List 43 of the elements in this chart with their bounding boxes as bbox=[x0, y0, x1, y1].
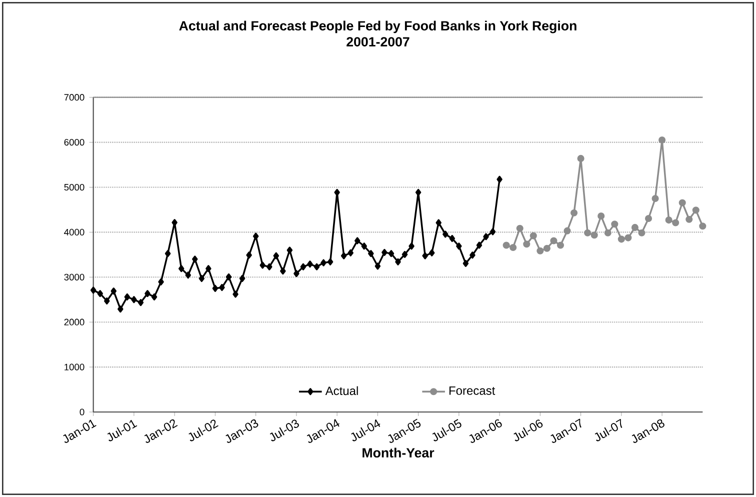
point bbox=[658, 136, 666, 144]
point bbox=[672, 219, 680, 226]
y-tick-label: 0 bbox=[80, 408, 84, 416]
point bbox=[611, 220, 618, 228]
point bbox=[631, 224, 638, 232]
point bbox=[502, 242, 510, 249]
point bbox=[550, 237, 558, 244]
point bbox=[577, 154, 584, 162]
point bbox=[644, 214, 652, 222]
point bbox=[692, 206, 700, 214]
point bbox=[510, 244, 517, 252]
y-tick-label: 3000 bbox=[64, 274, 84, 280]
point bbox=[652, 194, 659, 202]
legend-label: Forecast bbox=[449, 386, 496, 395]
point bbox=[570, 209, 578, 216]
point bbox=[530, 232, 537, 240]
point bbox=[590, 232, 598, 239]
point bbox=[624, 234, 632, 242]
point bbox=[523, 240, 530, 248]
y-tick-label: 1000 bbox=[64, 364, 84, 370]
y-tick-label: 6000 bbox=[64, 138, 84, 146]
point bbox=[699, 222, 706, 230]
point bbox=[584, 229, 592, 236]
point bbox=[686, 216, 693, 223]
y-tick-label: 5000 bbox=[64, 184, 84, 191]
point bbox=[604, 229, 612, 236]
x-axis-title: Month-Year bbox=[362, 448, 434, 458]
point bbox=[598, 212, 605, 220]
y-tick-label: 7000 bbox=[64, 94, 84, 101]
chart-title: Actual and Forecast People Fed by Food Banks in York Region bbox=[179, 20, 576, 34]
point bbox=[543, 244, 550, 252]
point bbox=[665, 216, 672, 224]
point bbox=[536, 247, 544, 254]
legend-label: Actual bbox=[325, 386, 358, 396]
point bbox=[516, 224, 524, 232]
point bbox=[618, 236, 625, 243]
y-tick-label: 4000 bbox=[64, 228, 84, 236]
point bbox=[678, 199, 686, 206]
point bbox=[556, 242, 564, 249]
chart-subtitle: 2001-2007 bbox=[346, 37, 410, 46]
y-tick-label: 2000 bbox=[64, 318, 84, 326]
point bbox=[564, 227, 571, 234]
point bbox=[638, 229, 646, 236]
